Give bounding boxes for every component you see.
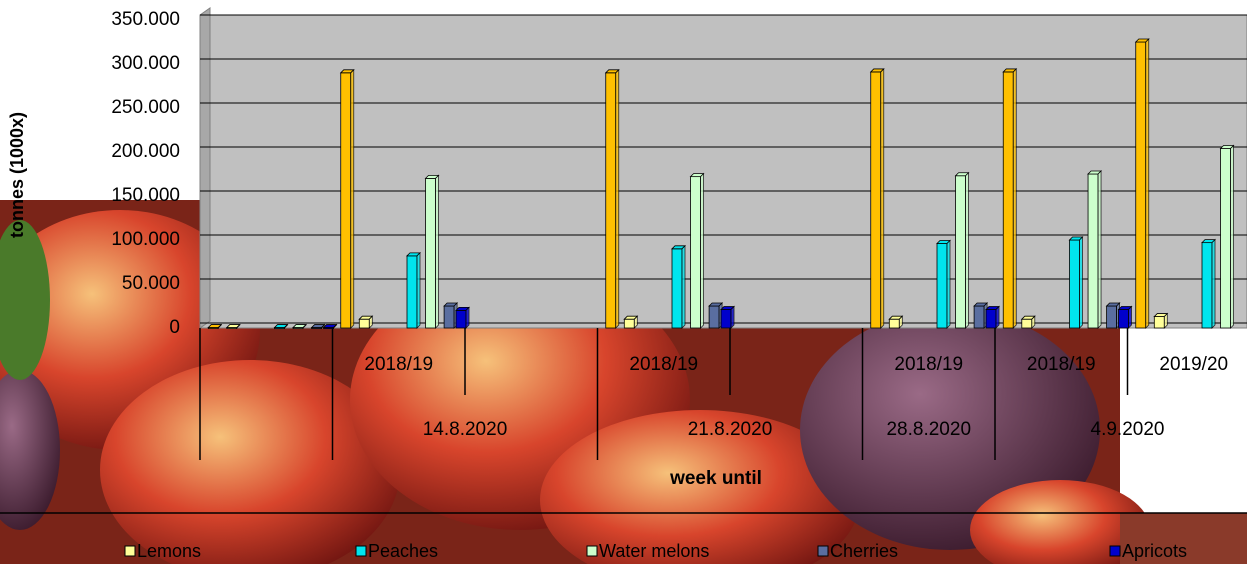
y-tick-label: 50.000 (122, 273, 180, 294)
y-tick-label: 350.000 (111, 9, 180, 30)
y-tick-label: 100.000 (111, 229, 180, 250)
bar-side (1146, 39, 1149, 328)
bar-side (351, 70, 354, 328)
x-group-label: 14.8.2020 (423, 419, 508, 440)
bar-side (1013, 69, 1016, 328)
x-tick-label: 2018/19 (364, 354, 433, 375)
bar-side (881, 69, 884, 328)
x-axis-title: week until (669, 468, 762, 489)
bar-side (682, 246, 685, 328)
y-axis-title: tonnes (1000x) (7, 112, 27, 238)
x-group-label: 28.8.2020 (886, 419, 971, 440)
y-tick-label: 150.000 (111, 185, 180, 206)
legend-marker (587, 546, 597, 556)
bar-side (616, 70, 619, 328)
bar (456, 310, 466, 328)
bar-side (1231, 145, 1234, 328)
bar-side (417, 253, 420, 328)
legend-label: Apricots (1122, 541, 1187, 561)
bar (721, 310, 731, 328)
bar (359, 319, 369, 328)
bar-side (966, 173, 969, 328)
bar (1119, 310, 1129, 328)
bar (1154, 317, 1164, 328)
bar (1221, 148, 1231, 328)
bar (1202, 243, 1212, 328)
bar-side (996, 307, 999, 328)
bar (426, 178, 436, 328)
bar (606, 73, 616, 328)
y-tick-label: 300.000 (111, 53, 180, 74)
y-tick-label: 200.000 (111, 141, 180, 162)
bar (1107, 306, 1117, 328)
x-tick-label: 2018/19 (1027, 354, 1096, 375)
bar (889, 319, 899, 328)
x-tick-label: 2018/19 (629, 354, 698, 375)
bar-side (1098, 171, 1101, 328)
x-tick-label: 2019/20 (1159, 354, 1228, 375)
x-tick-label: 2018/19 (894, 354, 963, 375)
bar-side (947, 241, 950, 328)
legend-marker (356, 546, 366, 556)
bar (1003, 72, 1013, 328)
bar-side (436, 175, 439, 328)
bar (871, 72, 881, 328)
bar-side (466, 307, 469, 328)
y-tick-label: 250.000 (111, 97, 180, 118)
legend-label: Cherries (830, 541, 898, 561)
bar (691, 177, 701, 328)
bar (974, 306, 984, 328)
bar (407, 256, 417, 328)
bar (1088, 174, 1098, 328)
bar (986, 310, 996, 328)
bar (1136, 42, 1146, 328)
plot-side-wall (200, 8, 210, 328)
bar (956, 176, 966, 328)
x-group-label: 4.9.2020 (1091, 419, 1165, 440)
legend-marker (818, 546, 828, 556)
legend-label: Lemons (137, 541, 201, 561)
bar (937, 244, 947, 328)
legend-label: Peaches (368, 541, 438, 561)
bar (672, 249, 682, 328)
bar-side (701, 174, 704, 328)
legend-marker (1110, 546, 1120, 556)
x-group-label: 21.8.2020 (688, 419, 773, 440)
bar-side (1164, 314, 1167, 328)
bar (341, 73, 351, 328)
bar (709, 306, 719, 328)
legend-label: Water melons (599, 541, 709, 561)
bar (1070, 240, 1080, 328)
bar-side (1080, 237, 1083, 328)
legend-marker (125, 546, 135, 556)
bar (624, 319, 634, 328)
bar-side (731, 307, 734, 328)
bar-side (1212, 240, 1215, 328)
bar (444, 306, 454, 328)
y-tick-label: 0 (169, 317, 180, 338)
bar (1022, 319, 1032, 328)
chart: tonnes (1000x) week until 0 50.000 100.000… (0, 0, 1247, 564)
bar-side (1129, 307, 1132, 328)
